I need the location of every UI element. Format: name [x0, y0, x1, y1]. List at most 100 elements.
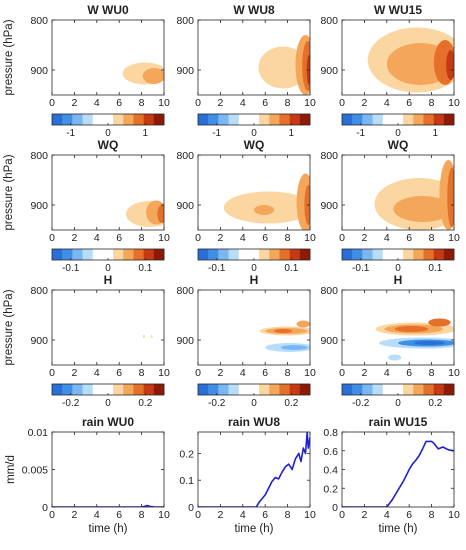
colorbar-swatch	[299, 114, 311, 125]
colorbar-swatch	[392, 384, 404, 395]
x-tick-label: 10	[448, 97, 460, 109]
colorbar-swatch	[392, 249, 404, 260]
x-tick-label: 8	[285, 232, 291, 244]
colorbar-swatch	[279, 384, 290, 395]
y-tick-label: 900	[176, 200, 194, 212]
x-tick-label: 8	[429, 367, 435, 379]
colorbar-tick-label: 0	[105, 398, 111, 409]
y-tick-label: 0.1	[179, 475, 194, 487]
y-tick-label: 800	[176, 15, 194, 27]
contour-fill	[258, 35, 310, 95]
colorbar-swatch	[413, 114, 424, 125]
x-tick-label: 8	[429, 97, 435, 109]
x-tick-label: 4	[240, 232, 246, 244]
x-tick-label: 4	[384, 367, 390, 379]
contour-region-3	[447, 167, 454, 228]
colorbar-swatch	[52, 384, 63, 395]
panel-title: W WU15	[374, 3, 422, 17]
colorbar-swatch	[299, 249, 311, 260]
colorbar-tick-label: -0.1	[352, 263, 370, 274]
x-tick-label: 4	[240, 97, 246, 109]
contour-fill	[375, 318, 454, 361]
y-tick-label: 0	[42, 502, 48, 514]
panel-1-2: WQ 0 2 4 6 8 10 800 900 -0.1 0 0.1	[320, 138, 460, 274]
y-tick-label: 0.6	[323, 446, 338, 458]
x-tick-label: 8	[139, 509, 145, 521]
plot-area	[52, 432, 164, 507]
contour-region-3	[428, 318, 451, 327]
colorbar-swatch	[403, 249, 414, 260]
panel-0-2: W WU15 0 2 4 6 8 10 800 900 -1 0 1	[320, 3, 460, 139]
x-tick-label: 6	[262, 97, 268, 109]
y-axis-label: pressure (hPa)	[3, 289, 15, 365]
colorbar-swatch	[392, 114, 404, 125]
colorbar-tick-label: -0.2	[208, 398, 226, 409]
colorbar-swatch	[433, 384, 445, 395]
colorbar-swatch	[143, 114, 155, 125]
colorbar-swatch	[102, 249, 114, 260]
panel-title: W WU0	[87, 3, 129, 17]
colorbar: -1 0 1	[341, 113, 455, 139]
colorbar-swatch	[382, 114, 394, 125]
plot-area	[342, 432, 454, 507]
x-tick-label: 4	[94, 232, 100, 244]
contour-region-2	[157, 205, 164, 223]
panel-1-1: WQ 0 2 4 6 8 10 800 900 -0.1 0 0.1	[176, 138, 316, 274]
x-axis-label: time (h)	[379, 523, 418, 535]
axes-frame	[197, 19, 311, 96]
colorbar-swatch	[238, 114, 250, 125]
x-tick-label: 2	[71, 509, 77, 521]
colorbar-swatch	[342, 384, 353, 395]
x-axis: 0 2 4 6 8 10	[339, 290, 460, 379]
y-tick-label: 900	[30, 335, 48, 347]
colorbar-swatch	[362, 114, 373, 125]
y-axis-label: pressure (hPa)	[3, 154, 15, 230]
colorbar-swatch	[259, 114, 270, 125]
contour-region-1	[393, 196, 452, 222]
panel-title: H	[104, 273, 113, 287]
axes-frame	[197, 289, 311, 366]
x-tick-label: 0	[49, 367, 55, 379]
x-tick-label: 0	[195, 509, 201, 521]
y-axis: 800 900	[176, 285, 310, 347]
rain-series-line	[342, 440, 454, 507]
panel-3-0: rain WU0 0 2 4 6 8 10 0 0.005 0.01 mm/d time (h)	[5, 415, 170, 535]
x-tick-label: 0	[49, 232, 55, 244]
colorbar-tick-label: 0	[105, 128, 111, 139]
x-tick-label: 6	[262, 367, 268, 379]
x-tick-label: 4	[384, 509, 390, 521]
x-tick-label: 4	[384, 97, 390, 109]
colorbar-swatch	[133, 114, 144, 125]
colorbar-swatch	[238, 384, 250, 395]
x-tick-label: 8	[429, 509, 435, 521]
y-tick-label: 900	[176, 65, 194, 77]
colorbar-swatch	[433, 249, 445, 260]
y-tick-label: 800	[176, 285, 194, 297]
colorbar-swatch	[62, 384, 73, 395]
colorbar-swatch	[372, 249, 384, 260]
colorbar-swatch	[443, 114, 455, 125]
contour-fill	[125, 200, 164, 227]
x-tick-label: 6	[116, 509, 122, 521]
x-tick-label: 8	[285, 367, 291, 379]
x-axis: 0 2 4 6 8 10	[195, 290, 316, 379]
y-tick-label: 900	[320, 65, 338, 77]
panel-0-1: W WU8 0 2 4 6 8 10 800 900 -1 0 1	[176, 3, 316, 139]
x-tick-label: 4	[94, 367, 100, 379]
x-tick-label: 4	[94, 97, 100, 109]
x-tick-label: 10	[448, 232, 460, 244]
panel-title: rain WU8	[228, 415, 280, 429]
panel-2-1: H 0 2 4 6 8 10 800 900 -0.2 0 0.2	[176, 273, 316, 409]
contour-region-1	[253, 205, 275, 215]
x-tick-label: 0	[339, 97, 345, 109]
y-tick-label: 0.8	[323, 427, 338, 439]
y-tick-label: 900	[320, 335, 338, 347]
colorbar: -0.1 0 0.1	[197, 248, 311, 274]
y-tick-label: 0.01	[28, 427, 49, 439]
x-tick-label: 2	[71, 367, 77, 379]
x-tick-label: 6	[406, 367, 412, 379]
colorbar-tick-label: 0	[395, 128, 401, 139]
y-axis: 800 900	[30, 15, 164, 77]
y-axis: 0 0.2 0.4 0.6 0.8	[323, 427, 454, 514]
